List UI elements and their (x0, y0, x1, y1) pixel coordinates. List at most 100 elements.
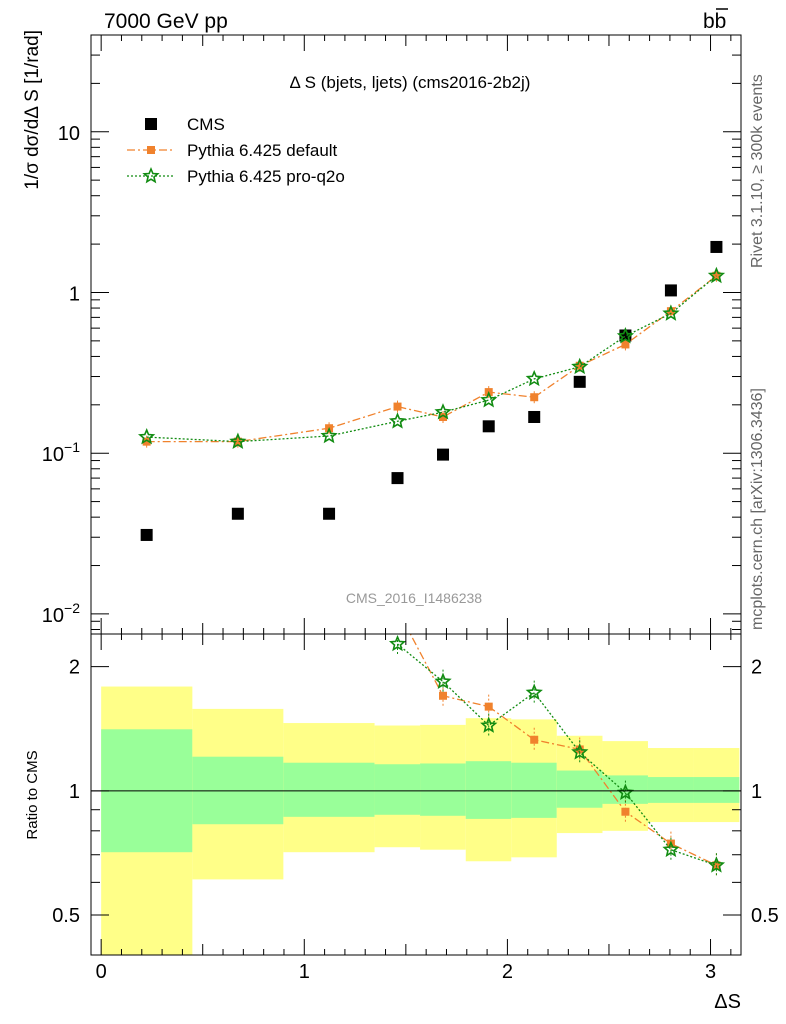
ratio-y-tick-label-right: 0.5 (751, 905, 779, 927)
star-marker (616, 326, 635, 344)
uncertainty-bands (101, 686, 740, 955)
main-axis-ticks (91, 34, 741, 634)
star-marker (525, 369, 543, 387)
data-point-square (528, 410, 541, 423)
main-y-tick-labels: 10−2 10−1 1 10 (42, 123, 80, 627)
star-marker (434, 403, 452, 420)
ratio-y-axis-label: Ratio to CMS (24, 750, 41, 839)
data-point-square (621, 340, 630, 349)
star-marker (229, 432, 247, 449)
side-labels: Rivet 3.1.10, ≥ 300k events mcplots.cern… (749, 74, 766, 630)
series-pythia-6-425-pro-q2o (137, 266, 726, 449)
data-point-square (710, 240, 723, 253)
star-marker (320, 426, 338, 444)
legend: CMS Pythia 6.425 default Pythia 6.425 pro-… (127, 115, 345, 186)
ratio-marker (530, 735, 539, 744)
star-marker (662, 304, 680, 321)
legend-marker (147, 146, 155, 154)
data-point-square (439, 412, 448, 421)
data-point-square (231, 507, 244, 520)
legend-label: Pythia 6.425 default (187, 141, 338, 160)
side-label-rivet: Rivet 3.1.10, ≥ 300k events (749, 74, 766, 268)
ratio-y-tick-labels: 0.5 0.5 1 1 2 2 (52, 657, 779, 927)
series-line (146, 275, 717, 443)
main-y-axis-label: 1/σ dσ/dΔ S [1/rad] (22, 30, 43, 190)
ratio-plot-frame (90, 633, 742, 956)
data-point-square (323, 507, 336, 520)
main-series-layer (137, 240, 726, 541)
ratio-y-tick-label: 2 (69, 657, 80, 679)
star-marker (142, 166, 160, 184)
ratio-y-tick-label-right: 1 (751, 781, 762, 803)
process-label: bb (703, 10, 726, 33)
data-point-square (573, 375, 586, 388)
series-cms (140, 240, 723, 541)
star-marker (707, 856, 726, 873)
data-point-square (140, 528, 153, 541)
star-marker (480, 716, 498, 733)
x-axis-label: ΔS (714, 991, 741, 1013)
main-y-tick-label: 10 (58, 123, 80, 145)
stat-uncertainty-band (283, 762, 375, 817)
main-title: Δ S (bjets, ljets) (cms2016-2b2j) (290, 73, 531, 92)
x-tick-label: 3 (705, 961, 716, 983)
legend-entry: Pythia 6.425 pro-q2o (127, 166, 345, 186)
star-marker (434, 672, 452, 689)
ratio-panel: 0.5 0.5 1 1 2 2 0 1 2 3 Ratio to CMS ΔS (24, 606, 779, 1013)
star-marker (571, 743, 589, 760)
ratio-series-layer (388, 606, 726, 878)
x-tick-labels: 0 1 2 3 (96, 961, 717, 983)
ratio-marker (394, 606, 402, 614)
stat-uncertainty-band (556, 770, 603, 808)
data-point-square (664, 284, 677, 297)
star-marker (662, 840, 680, 858)
ratio-marker (484, 702, 493, 711)
stat-uncertainty-band (647, 777, 694, 803)
side-label-mcplots: mcplots.cern.ch [arXiv:1306.3436] (749, 388, 766, 630)
main-y-tick-label: 10−2 (42, 600, 80, 627)
stat-uncertainty-band (465, 761, 512, 819)
data-point-square (712, 271, 721, 280)
data-point-square (391, 472, 404, 485)
series-pythia-6-425-default (142, 269, 721, 448)
ratio-axis-ticks (91, 634, 741, 956)
star-marker (707, 266, 726, 284)
star-marker (388, 412, 407, 429)
star-marker (137, 428, 156, 445)
x-tick-label: 1 (299, 961, 310, 983)
stat-uncertainty-band (693, 777, 740, 803)
ratio-line (397, 643, 717, 866)
ratio-y-tick-label: 1 (69, 781, 80, 803)
legend-label: Pythia 6.425 pro-q2o (187, 167, 345, 186)
star-marker (388, 634, 407, 652)
x-tick-label: 0 (96, 961, 107, 983)
ratio-y-tick-label-right: 2 (751, 657, 762, 679)
main-y-tick-label: 1 (69, 283, 80, 305)
legend-entry: CMS (145, 115, 225, 134)
series-line (146, 275, 717, 443)
ratio-marker (439, 691, 448, 700)
energy-label: 7000 GeV pp (104, 10, 228, 33)
ratio-y-tick-label: 0.5 (52, 905, 80, 927)
data-point-square (482, 420, 495, 433)
data-point-square (233, 437, 242, 446)
ratio-line (409, 634, 717, 866)
legend-marker (145, 118, 157, 130)
data-point-square (575, 361, 584, 370)
main-y-tick-label: 10−1 (42, 439, 80, 466)
main-panel: 10−2 10−1 1 10 Δ S (bjets, ljets) (cms2016-… (22, 30, 742, 635)
ratio-series-pythia-6-425-pro-q2o (388, 634, 726, 878)
stat-uncertainty-band (511, 762, 557, 818)
watermark: CMS_2016_I1486238 (346, 590, 482, 606)
star-marker (480, 391, 498, 408)
data-point-square (393, 402, 402, 411)
x-tick-label: 2 (502, 961, 513, 983)
data-point-square (530, 393, 539, 402)
data-point-square (666, 307, 675, 316)
stat-uncertainty-band (374, 764, 421, 815)
ratio-marker (621, 807, 630, 816)
data-point-square (142, 437, 151, 446)
star-marker (525, 683, 543, 700)
data-point-square (437, 448, 450, 461)
